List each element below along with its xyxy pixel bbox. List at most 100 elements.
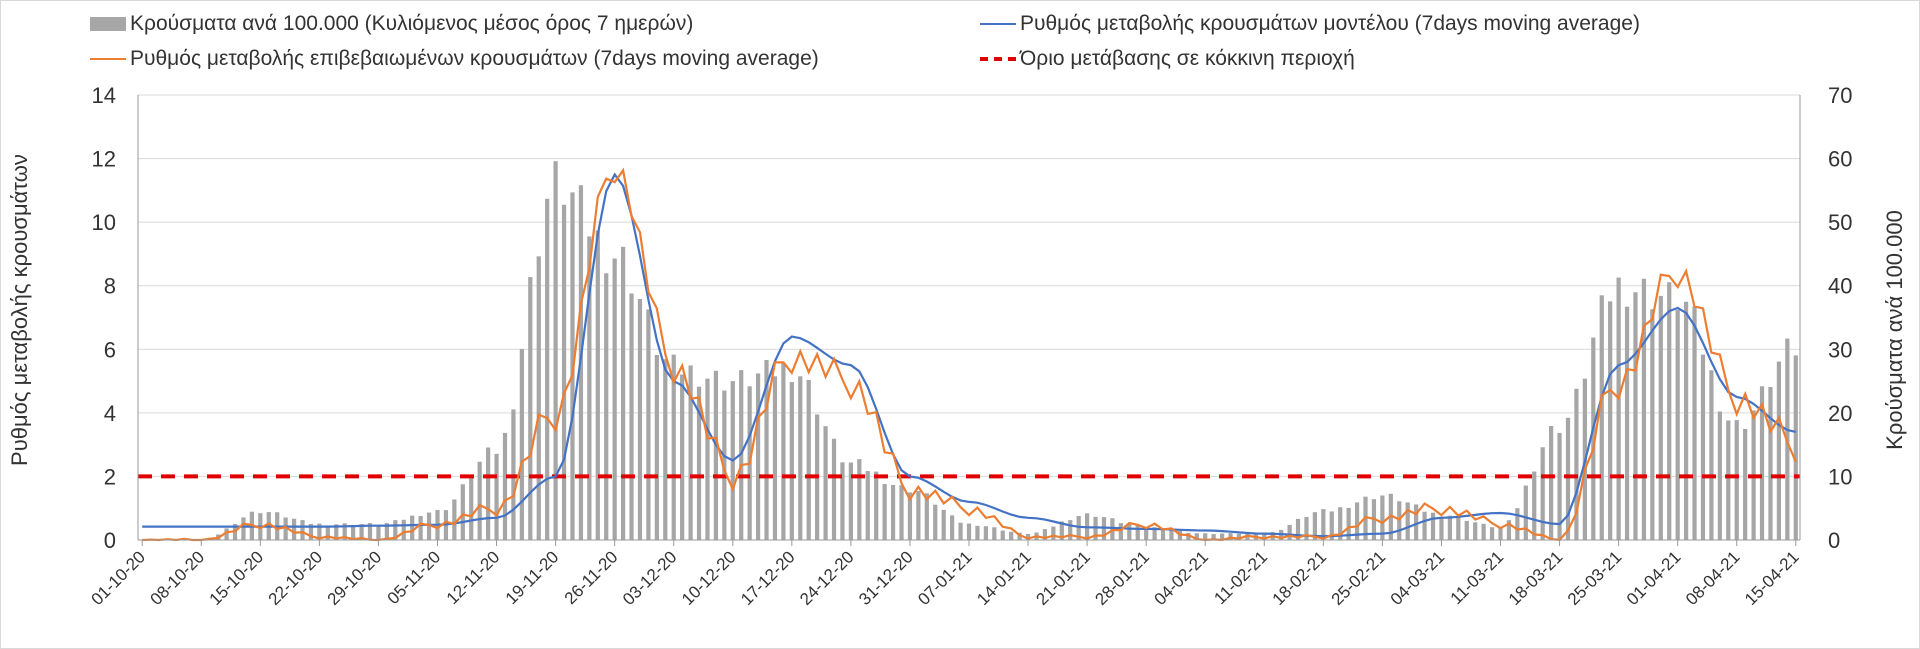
y-tick-left: 2	[104, 464, 116, 489]
x-tick-label: 15-04-21	[1741, 547, 1803, 609]
bar	[1709, 370, 1714, 540]
bar	[1633, 292, 1638, 540]
legend-threshold: Όριο μετάβασης σε κόκκινη περιοχή	[980, 47, 1355, 71]
bar	[1236, 533, 1242, 540]
bar	[1009, 531, 1014, 540]
bar	[1549, 425, 1554, 540]
bar	[595, 230, 600, 540]
bar	[1000, 530, 1005, 540]
bar	[789, 382, 794, 540]
bar	[1717, 411, 1722, 540]
bar	[1211, 533, 1216, 540]
bar	[1414, 504, 1419, 540]
bar	[1329, 511, 1334, 540]
bar	[950, 515, 955, 540]
bar	[1759, 386, 1765, 540]
bar	[629, 293, 634, 540]
x-tick-label: 18-02-21	[1269, 547, 1331, 609]
y-tick-right: 10	[1828, 464, 1852, 489]
x-tick-label: 15-10-20	[206, 547, 268, 609]
x-tick-label: 03-12-20	[619, 547, 681, 609]
bar	[502, 432, 508, 540]
bar	[907, 492, 913, 540]
bar	[536, 256, 541, 540]
bar	[300, 520, 305, 540]
bar	[1160, 529, 1166, 540]
x-tick-label: 11-03-21	[1447, 547, 1508, 608]
bar	[781, 363, 786, 540]
bar	[359, 524, 364, 540]
bar	[663, 359, 668, 540]
x-tick-label: 08-10-20	[147, 547, 209, 609]
bar	[1228, 533, 1233, 540]
bar	[1616, 277, 1621, 540]
x-tick-label: 11-02-21	[1210, 547, 1271, 608]
bar	[772, 376, 778, 540]
x-tick-label: 04-03-21	[1387, 547, 1449, 609]
bar	[1295, 518, 1301, 540]
bar	[1743, 428, 1748, 540]
bar	[553, 161, 558, 540]
x-tick-label: 01-04-21	[1623, 547, 1685, 609]
bar	[1489, 527, 1495, 540]
y-tick-left: 10	[92, 210, 116, 235]
x-tick-label: 19-11-20	[502, 547, 563, 608]
x-tick-label: 18-03-21	[1505, 547, 1567, 609]
bar	[1515, 508, 1520, 540]
legend-model-line: Ρυθμός μεταβολής κρουσμάτων μοντέλου (7d…	[980, 12, 1640, 36]
x-tick-label: 26-11-20	[561, 547, 622, 608]
bar	[477, 461, 482, 540]
bar	[1354, 502, 1360, 540]
bar	[966, 523, 972, 540]
bar	[983, 526, 988, 540]
bar	[1262, 533, 1267, 540]
bar	[637, 298, 643, 540]
legend-model-swatch	[980, 23, 1016, 25]
bar	[1135, 525, 1140, 540]
y-tick-left: 14	[92, 83, 116, 108]
bar	[1051, 526, 1056, 540]
bar	[401, 519, 406, 540]
bar	[1599, 295, 1604, 540]
bar	[840, 462, 845, 540]
bar	[1219, 533, 1225, 540]
bar	[1565, 417, 1571, 540]
bar	[798, 376, 803, 540]
bar	[384, 523, 389, 540]
bar	[646, 309, 651, 540]
bar	[1683, 301, 1689, 540]
bar	[460, 484, 465, 540]
bar	[1169, 529, 1174, 540]
bar	[410, 515, 415, 540]
bar	[545, 198, 550, 540]
bar	[325, 525, 330, 540]
y-tick-left: 8	[104, 274, 116, 299]
bar	[1194, 533, 1199, 540]
bar	[823, 426, 828, 540]
bar	[924, 493, 929, 540]
bar	[1498, 527, 1503, 540]
bar	[975, 525, 980, 540]
bar	[1658, 295, 1663, 540]
bar	[1574, 388, 1579, 540]
x-tick-label: 14-01-21	[973, 547, 1035, 609]
bar	[1203, 533, 1208, 540]
bar	[1608, 301, 1613, 540]
legend-threshold-label: Όριο μετάβασης σε κόκκινη περιοχή	[1020, 47, 1355, 70]
bar	[1042, 529, 1048, 540]
bar	[958, 522, 963, 540]
bar	[941, 509, 946, 540]
x-tick-label: 21-01-21	[1032, 547, 1094, 609]
bar	[1059, 521, 1064, 540]
y-tick-left: 4	[104, 401, 116, 426]
bar	[1447, 515, 1452, 540]
bar	[1776, 361, 1782, 540]
bar	[1624, 306, 1630, 540]
legend-model-label: Ρυθμός μεταβολής κρουσμάτων μοντέλου (7d…	[1020, 12, 1640, 35]
x-tick-label: 29-10-20	[324, 547, 386, 609]
bar	[1700, 354, 1706, 540]
bar	[831, 438, 837, 540]
x-tick-label: 31-12-20	[855, 547, 917, 609]
bar	[1540, 447, 1545, 540]
